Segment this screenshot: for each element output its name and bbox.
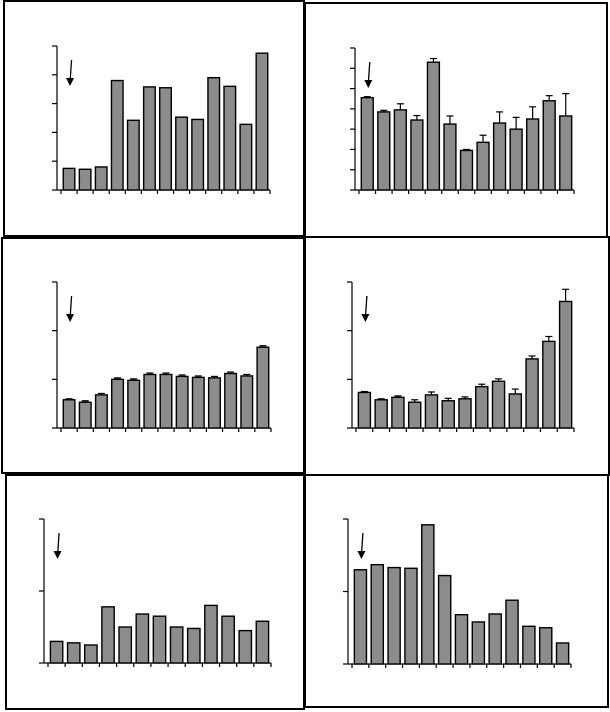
bar-11 — [522, 625, 536, 665]
bar-10 — [207, 76, 221, 191]
bar-13 — [555, 642, 570, 665]
bar-4 — [111, 378, 125, 429]
bar-2 — [66, 642, 81, 664]
arrow-down-icon — [66, 78, 75, 86]
bar-4 — [110, 79, 124, 191]
bar-12 — [538, 627, 553, 665]
bar-4 — [407, 401, 422, 429]
bar-chart-middle-right — [347, 281, 575, 432]
bar-1 — [49, 640, 64, 664]
arrow-down-icon — [364, 80, 373, 88]
bar-6 — [441, 400, 455, 429]
bar-6 — [143, 373, 157, 429]
bar-11 — [221, 615, 235, 664]
bar-4 — [404, 567, 418, 665]
bar-12 — [542, 100, 556, 191]
bar-10 — [508, 393, 523, 429]
bar-10 — [207, 377, 221, 429]
bar-11 — [223, 85, 237, 191]
bar-6 — [142, 86, 156, 191]
bar-8 — [169, 626, 184, 664]
arrow-down-icon — [361, 314, 370, 322]
bar-3 — [393, 109, 408, 191]
bar-9 — [491, 380, 506, 429]
bar-chart-bottom-right — [343, 518, 572, 668]
bar-5 — [424, 394, 439, 429]
arrow-down-icon — [53, 551, 62, 559]
bar-7 — [459, 149, 474, 191]
bar-chart-top-left — [52, 45, 271, 194]
chart-panel-top-right — [304, 2, 608, 238]
bar-10 — [505, 599, 519, 665]
chart-panel-middle-left — [1, 237, 305, 474]
bar-9 — [191, 376, 205, 429]
bar-7 — [454, 613, 469, 665]
bar-2 — [374, 399, 388, 429]
bar-13 — [255, 620, 270, 664]
bar-1 — [62, 167, 76, 191]
bar-5 — [118, 626, 133, 664]
bar-7 — [458, 398, 472, 429]
chart-panel-bottom-left — [5, 474, 305, 710]
bar-1 — [357, 391, 372, 429]
bar-3 — [94, 394, 108, 429]
bar-2 — [78, 168, 92, 191]
bar-13 — [256, 346, 270, 429]
bar-8 — [175, 375, 189, 429]
bar-7 — [152, 615, 167, 664]
bar-11 — [224, 372, 238, 429]
bar-13 — [255, 52, 269, 191]
bar-13 — [559, 115, 573, 191]
bar-5 — [421, 524, 435, 665]
arrow-down-icon — [66, 314, 75, 322]
bar-6 — [443, 123, 457, 191]
bar-1 — [360, 96, 374, 191]
bar-11 — [525, 358, 539, 429]
bar-8 — [476, 141, 490, 191]
bar-6 — [135, 613, 150, 664]
bar-3 — [387, 566, 401, 665]
bar-7 — [159, 87, 172, 191]
bar-4 — [101, 606, 115, 664]
bar-10 — [204, 604, 218, 664]
bar-8 — [471, 621, 486, 665]
bar-9 — [492, 122, 507, 191]
bar-2 — [370, 563, 385, 665]
bar-8 — [475, 385, 489, 429]
chart-panel-middle-right — [304, 236, 610, 476]
bar-9 — [488, 613, 502, 665]
bar-7 — [159, 373, 173, 429]
bar-10 — [509, 128, 523, 191]
bar-9 — [186, 627, 201, 664]
bar-1 — [353, 569, 368, 665]
bar-11 — [525, 118, 540, 191]
bar-chart-bottom-left — [39, 518, 272, 667]
bar-3 — [391, 396, 405, 429]
bar-chart-middle-left — [52, 281, 272, 432]
bar-12 — [239, 123, 253, 191]
bar-12 — [542, 340, 556, 429]
bar-8 — [175, 116, 189, 191]
bar-5 — [126, 119, 140, 191]
bar-9 — [191, 118, 205, 191]
bar-6 — [437, 574, 452, 665]
bar-5 — [127, 379, 141, 429]
bar-12 — [240, 375, 254, 429]
bar-3 — [94, 166, 108, 191]
chart-panel-bottom-right — [304, 474, 609, 708]
bar-13 — [558, 300, 573, 429]
chart-panel-top-left — [3, 0, 305, 237]
bar-4 — [410, 119, 424, 191]
bar-12 — [238, 629, 253, 664]
arrow-down-icon — [357, 551, 366, 559]
bar-3 — [84, 644, 98, 664]
bar-1 — [62, 399, 76, 429]
bar-5 — [426, 61, 441, 191]
bar-2 — [78, 401, 92, 429]
bar-chart-top-right — [350, 47, 575, 194]
bar-2 — [377, 111, 391, 191]
